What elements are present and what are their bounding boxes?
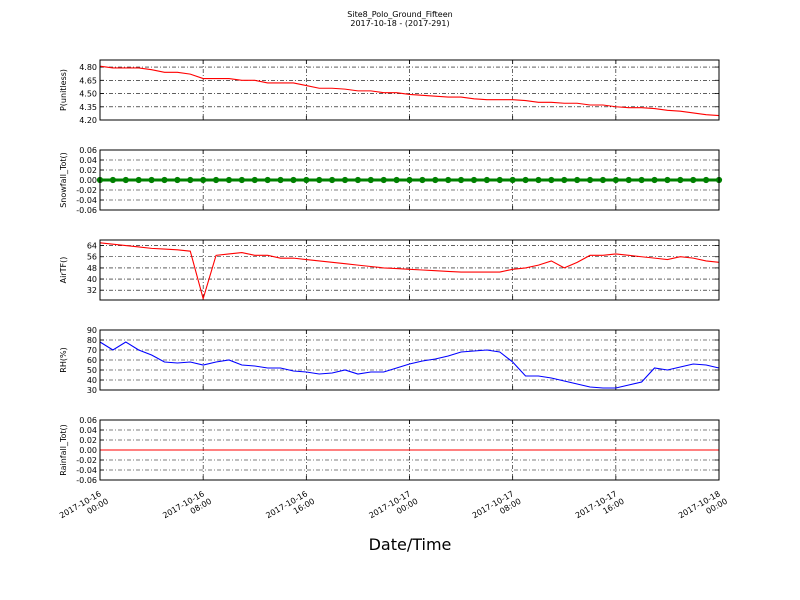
plot-frame bbox=[99, 419, 720, 481]
y-tick-label: 0.00 bbox=[79, 176, 97, 185]
y-tick-label: 0.04 bbox=[79, 156, 97, 165]
y-tick-label: -0.06 bbox=[76, 206, 97, 215]
y-tick-label: 0.06 bbox=[79, 146, 97, 155]
y-tick-label: 60 bbox=[87, 356, 97, 365]
y-tick-label: 0.06 bbox=[79, 416, 97, 425]
y-tick-label: -0.04 bbox=[76, 196, 97, 205]
y-tick-label: 50 bbox=[87, 366, 97, 375]
y-tick-label: 4.35 bbox=[79, 103, 97, 112]
y-tick-label: 0.04 bbox=[79, 426, 97, 435]
y-tick-label: 90 bbox=[87, 326, 97, 335]
y-axis-label: Rainfall_Tot() bbox=[59, 424, 68, 476]
x-axis-label: Date/Time bbox=[369, 535, 452, 554]
y-tick-label: 80 bbox=[87, 336, 97, 345]
y-axis-label: AirTF() bbox=[59, 257, 68, 284]
y-tick-label: 0.02 bbox=[79, 436, 97, 445]
y-tick-label: -0.02 bbox=[76, 456, 97, 465]
series-line bbox=[99, 242, 720, 301]
series-line bbox=[99, 341, 720, 389]
y-tick-label: 4.80 bbox=[79, 63, 97, 72]
chart-subtitle: 2017-10-18 - (2017-291) bbox=[350, 19, 449, 28]
plot-frame bbox=[99, 59, 720, 121]
y-tick-label: -0.02 bbox=[76, 186, 97, 195]
plot-frame bbox=[99, 239, 720, 301]
y-tick-label: 32 bbox=[87, 286, 97, 295]
y-tick-label: 30 bbox=[87, 386, 97, 395]
y-tick-label: 0.00 bbox=[79, 446, 97, 455]
y-axis-label: P(unitless) bbox=[59, 69, 68, 111]
y-axis-label: RH(%) bbox=[59, 347, 68, 372]
y-tick-label: -0.06 bbox=[76, 476, 97, 485]
y-tick-label: 40 bbox=[87, 275, 97, 284]
series-line bbox=[99, 65, 720, 117]
y-tick-label: 40 bbox=[87, 376, 97, 385]
y-tick-label: 64 bbox=[87, 242, 97, 251]
chart-title: Site8_Polo_Ground_Fifteen bbox=[347, 10, 452, 19]
y-tick-label: 56 bbox=[87, 253, 97, 262]
plot-frame bbox=[99, 329, 720, 391]
y-tick-label: 70 bbox=[87, 346, 97, 355]
y-tick-label: 4.20 bbox=[79, 116, 97, 125]
y-tick-label: 0.02 bbox=[79, 166, 97, 175]
y-tick-label: 4.50 bbox=[79, 90, 97, 99]
y-tick-label: 48 bbox=[87, 264, 97, 273]
y-tick-label: 4.65 bbox=[79, 76, 97, 85]
y-axis-label: Snowfall_Tot() bbox=[59, 152, 68, 208]
y-tick-label: -0.04 bbox=[76, 466, 97, 475]
plot-frame bbox=[99, 149, 720, 211]
